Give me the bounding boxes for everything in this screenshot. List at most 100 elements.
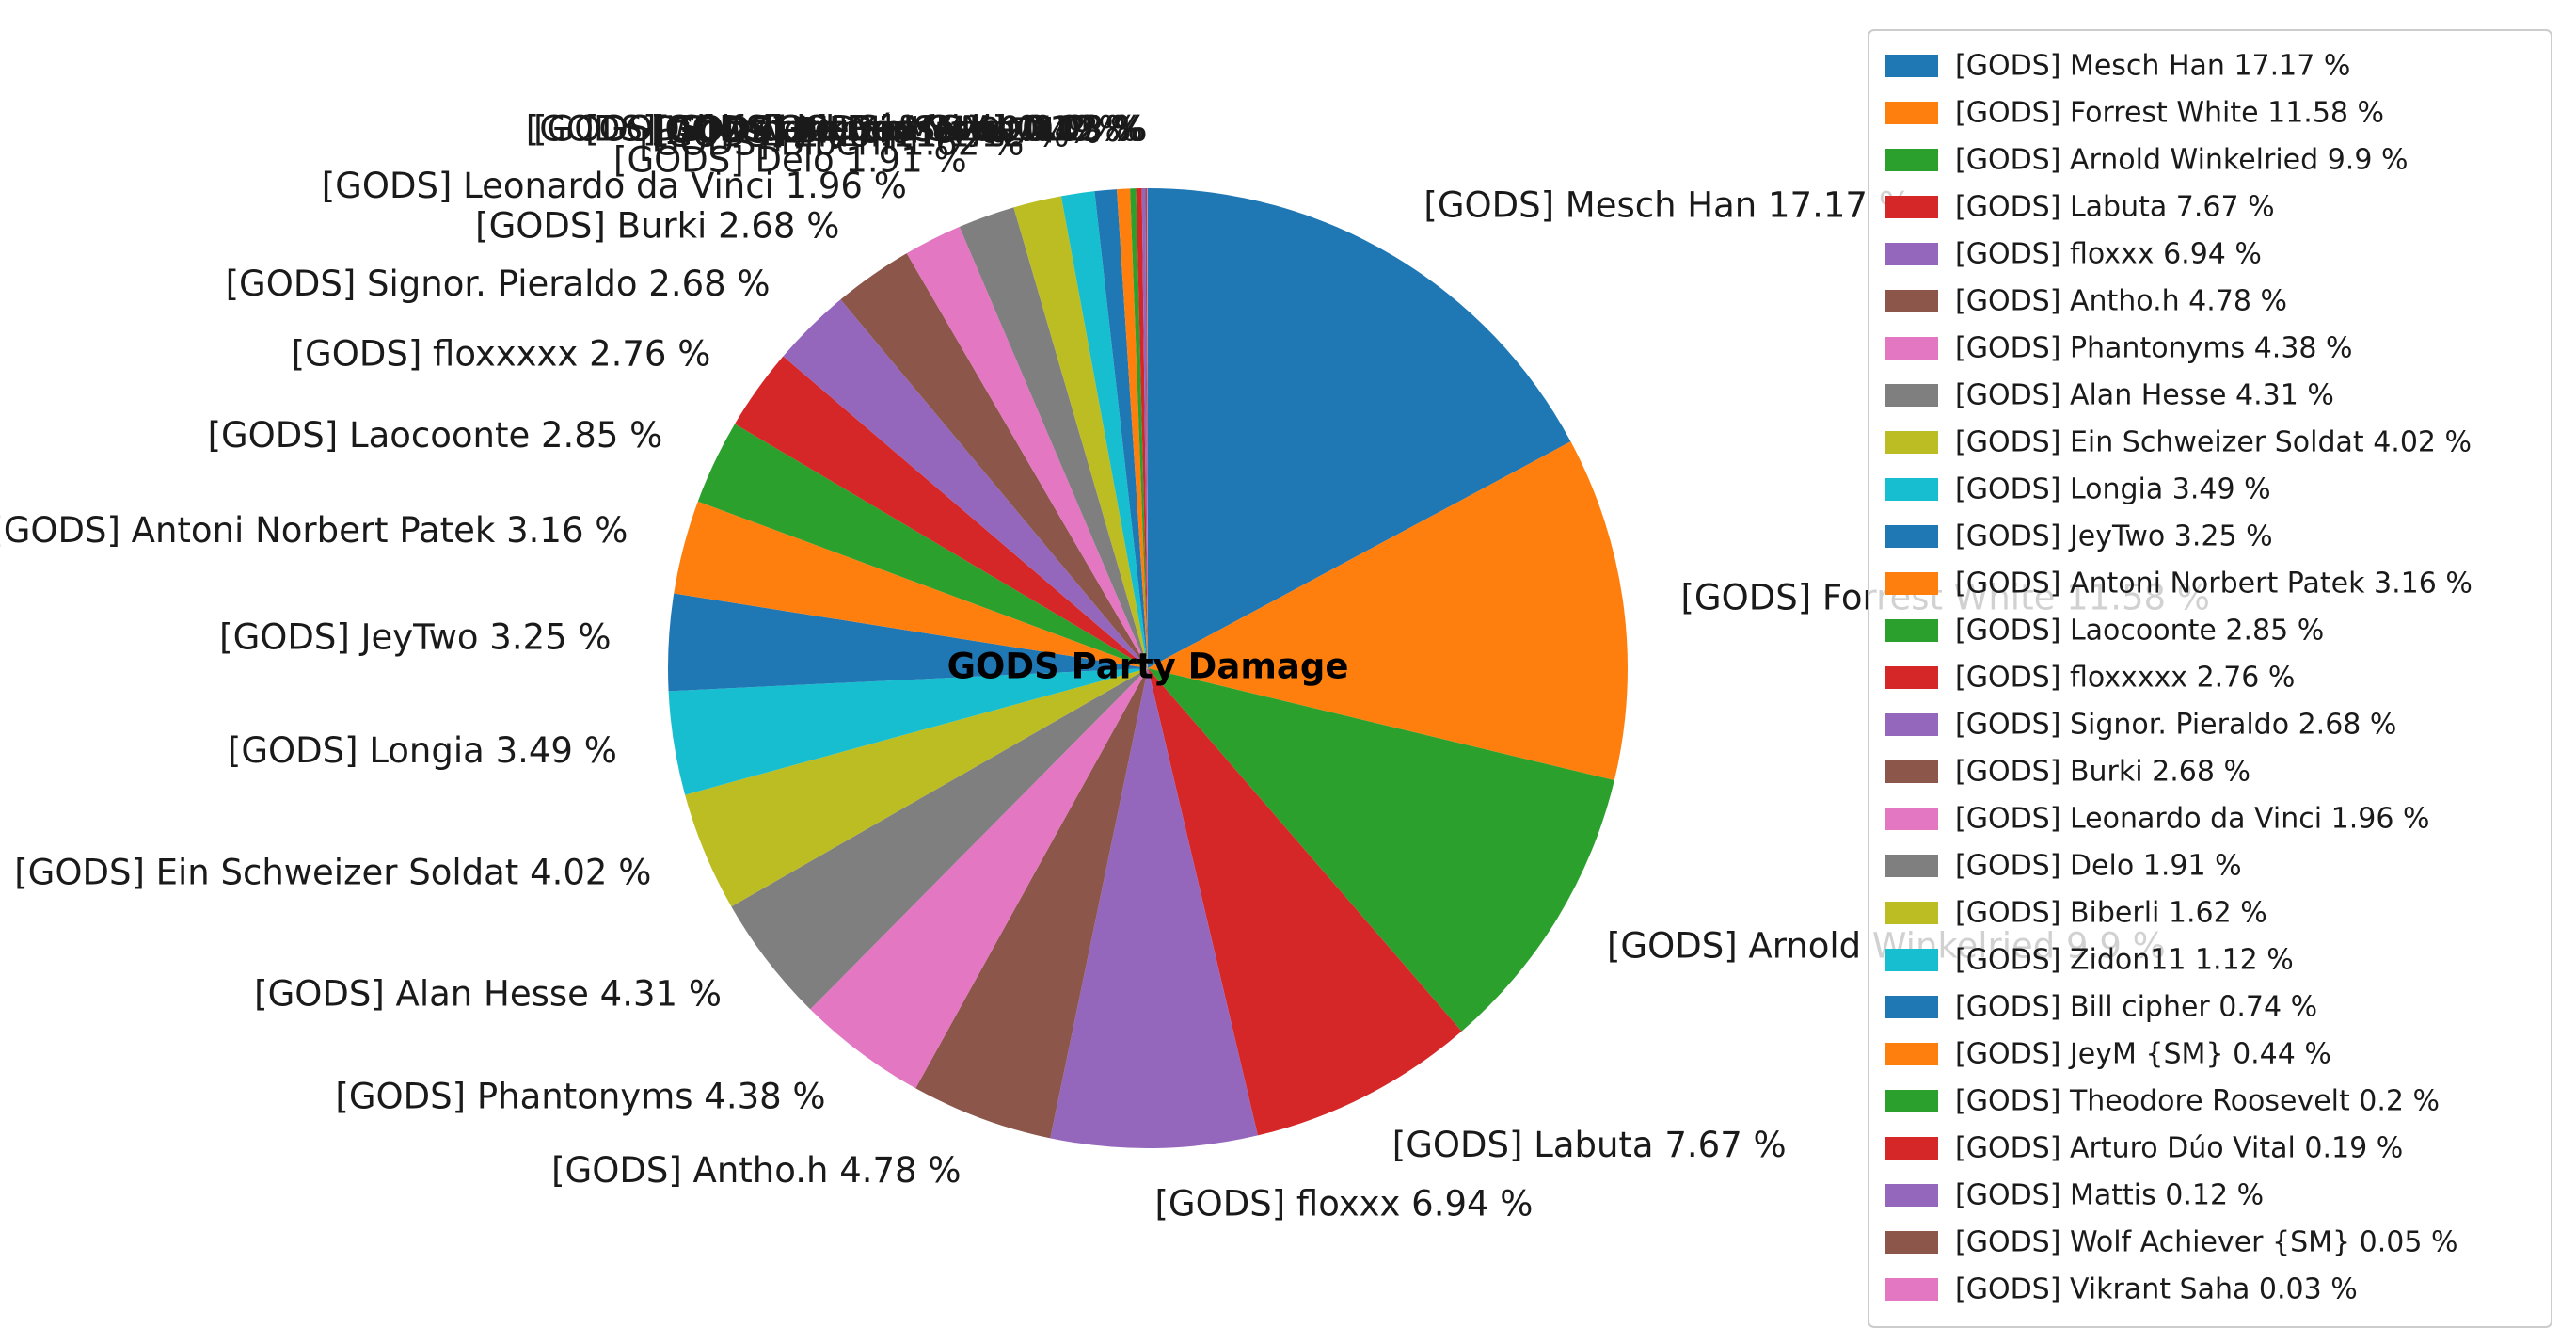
- pie-slice-10: [668, 668, 1148, 795]
- legend-label-11: [GODS] JeyTwo 3.25 %: [1955, 520, 2273, 553]
- legend-entry-14: [GODS] floxxxxx 2.76 %: [1885, 662, 2295, 695]
- slice-label-11: [GODS] JeyTwo 3.25 %: [219, 617, 611, 658]
- legend-entry-6: [GODS] Antho.h 4.78 %: [1885, 285, 2287, 318]
- legend-entry-26: [GODS] Wolf Achiever {SM} 0.05 %: [1885, 1226, 2458, 1259]
- legend-swatch-19: [1885, 902, 1938, 924]
- legend-label-10: [GODS] Longia 3.49 %: [1955, 473, 2271, 506]
- slice-label-8: [GODS] Alan Hesse 4.31 %: [254, 974, 722, 1015]
- pie-slice-23: [1130, 188, 1148, 668]
- pie-slice-20: [1060, 191, 1148, 668]
- legend-label-1: [GODS] Mesch Han 17.17 %: [1955, 50, 2350, 83]
- pie-slice-27: [1147, 187, 1148, 668]
- legend-entry-20: [GODS] Zidon11 1.12 %: [1885, 944, 2294, 977]
- legend-label-14: [GODS] floxxxxx 2.76 %: [1955, 662, 2295, 695]
- legend-entry-18: [GODS] Delo 1.91 %: [1885, 850, 2242, 883]
- pie-slice-5: [1050, 668, 1258, 1149]
- legend-entry-2: [GODS] Forrest White 11.58 %: [1885, 97, 2384, 130]
- legend-label-8: [GODS] Alan Hesse 4.31 %: [1955, 379, 2334, 412]
- pie-slice-16: [840, 253, 1148, 668]
- slice-label-19: [GODS] Biberli 1.62 %: [639, 123, 1024, 164]
- pie-slice-21: [1094, 189, 1148, 668]
- pie-slice-19: [1013, 196, 1148, 668]
- legend-label-19: [GODS] Biberli 1.62 %: [1955, 897, 2267, 930]
- legend-entry-5: [GODS] floxxx 6.94 %: [1885, 238, 2262, 271]
- slice-label-10: [GODS] Longia 3.49 %: [228, 730, 617, 771]
- legend-swatch-22: [1885, 1043, 1938, 1065]
- slice-label-16: [GODS] Burki 2.68 %: [475, 206, 839, 247]
- legend-swatch-17: [1885, 808, 1938, 830]
- pie-slice-3: [1148, 668, 1614, 1032]
- slice-label-5: [GODS] floxxx 6.94 %: [1155, 1184, 1534, 1224]
- legend-entries: [GODS] Mesch Han 17.17 % [GODS] Forrest W…: [1885, 50, 2473, 1306]
- legend-swatch-13: [1885, 619, 1938, 642]
- legend-entry-12: [GODS] Antoni Norbert Patek 3.16 %: [1885, 568, 2473, 600]
- slice-label-7: [GODS] Phantonyms 4.38 %: [335, 1077, 825, 1117]
- slice-label-17: [GODS] Leonardo da Vinci 1.96 %: [322, 166, 907, 206]
- legend-label-13: [GODS] Laocoonte 2.85 %: [1955, 615, 2324, 648]
- pie-slice-11: [667, 593, 1148, 692]
- legend-swatch-11: [1885, 525, 1938, 548]
- legend-entry-24: [GODS] Arturo Dúo Vital 0.19 %: [1885, 1132, 2403, 1165]
- legend-swatch-4: [1885, 196, 1938, 218]
- pie-slice-22: [1117, 188, 1148, 668]
- legend-swatch-2: [1885, 102, 1938, 124]
- legend-entry-16: [GODS] Burki 2.68 %: [1885, 756, 2250, 789]
- chart-title: GODS Party Damage: [947, 647, 1349, 687]
- legend-entry-15: [GODS] Signor. Pieraldo 2.68 %: [1885, 709, 2396, 742]
- pie-slice-4: [1148, 668, 1462, 1136]
- legend-swatch-15: [1885, 713, 1938, 736]
- legend-swatch-20: [1885, 949, 1938, 971]
- legend-entry-8: [GODS] Alan Hesse 4.31 %: [1885, 379, 2334, 412]
- legend-label-17: [GODS] Leonardo da Vinci 1.96 %: [1955, 803, 2429, 836]
- pie-slice-15: [783, 299, 1148, 668]
- slice-label-25: [GODS] Mattis 0.12 %: [762, 108, 1143, 149]
- legend-entry-23: [GODS] Theodore Roosevelt 0.2 %: [1885, 1085, 2440, 1118]
- legend-entry-1: [GODS] Mesch Han 17.17 %: [1885, 50, 2350, 83]
- legend-entry-17: [GODS] Leonardo da Vinci 1.96 %: [1885, 803, 2429, 836]
- slice-label-18: [GODS] Delo 1.91 %: [613, 140, 967, 181]
- legend-label-16: [GODS] Burki 2.68 %: [1955, 756, 2250, 789]
- legend-entry-9: [GODS] Ein Schweizer Soldat 4.02 %: [1885, 426, 2472, 459]
- slice-label-21: [GODS] Bill cipher 0.74 %: [654, 111, 1101, 152]
- slice-label-1: [GODS] Mesch Han 17.17 %: [1423, 184, 1911, 225]
- legend-entry-11: [GODS] JeyTwo 3.25 %: [1885, 520, 2273, 553]
- pie-slice-9: [685, 668, 1148, 907]
- legend-label-27: [GODS] Vikrant Saha 0.03 %: [1955, 1273, 2358, 1306]
- pie-slice-12: [674, 501, 1148, 668]
- legend-swatch-3: [1885, 149, 1938, 171]
- legend-swatch-6: [1885, 290, 1938, 312]
- legend-entry-10: [GODS] Longia 3.49 %: [1885, 473, 2271, 506]
- slice-label-12: [GODS] Antoni Norbert Patek 3.16 %: [0, 510, 628, 551]
- legend-label-21: [GODS] Bill cipher 0.74 %: [1955, 991, 2317, 1024]
- legend-swatch-21: [1885, 996, 1938, 1018]
- slice-label-15: [GODS] Signor. Pieraldo 2.68 %: [226, 264, 771, 304]
- pie-slice-26: [1145, 188, 1148, 668]
- legend: [GODS] Mesch Han 17.17 % [GODS] Forrest W…: [1868, 29, 2552, 1328]
- legend-label-12: [GODS] Antoni Norbert Patek 3.16 %: [1955, 568, 2473, 600]
- pie-slice-6: [915, 668, 1148, 1139]
- pie-slice-18: [959, 207, 1148, 668]
- slice-label-22: [GODS] JeyM {SM} 0.44 %: [657, 109, 1121, 150]
- legend-entry-22: [GODS] JeyM {SM} 0.44 %: [1885, 1038, 2331, 1071]
- legend-entry-27: [GODS] Vikrant Saha 0.03 %: [1885, 1273, 2358, 1306]
- pie-slice-25: [1141, 188, 1148, 668]
- legend-entry-13: [GODS] Laocoonte 2.85 %: [1885, 615, 2324, 648]
- legend-entry-4: [GODS] Labuta 7.67 %: [1885, 191, 2275, 224]
- pie-slices: [667, 187, 1629, 1149]
- slice-label-27: [GODS] Vikrant Saha 0.03 %: [651, 108, 1148, 149]
- pie-slice-13: [697, 424, 1148, 668]
- slice-label-4: [GODS] Labuta 7.67 %: [1392, 1125, 1787, 1165]
- legend-swatch-9: [1885, 431, 1938, 454]
- slice-label-24: [GODS] Arturo Dúo Vital 0.19 %: [585, 108, 1137, 149]
- pie-slice-7: [810, 668, 1148, 1089]
- legend-swatch-27: [1885, 1278, 1938, 1301]
- legend-swatch-26: [1885, 1231, 1938, 1254]
- legend-swatch-16: [1885, 760, 1938, 783]
- legend-label-7: [GODS] Phantonyms 4.38 %: [1955, 332, 2353, 365]
- slice-label-9: [GODS] Ein Schweizer Soldat 4.02 %: [14, 852, 651, 892]
- legend-label-24: [GODS] Arturo Dúo Vital 0.19 %: [1955, 1132, 2403, 1165]
- legend-swatch-10: [1885, 478, 1938, 501]
- pie-slice-24: [1136, 188, 1148, 669]
- legend-label-2: [GODS] Forrest White 11.58 %: [1955, 97, 2384, 130]
